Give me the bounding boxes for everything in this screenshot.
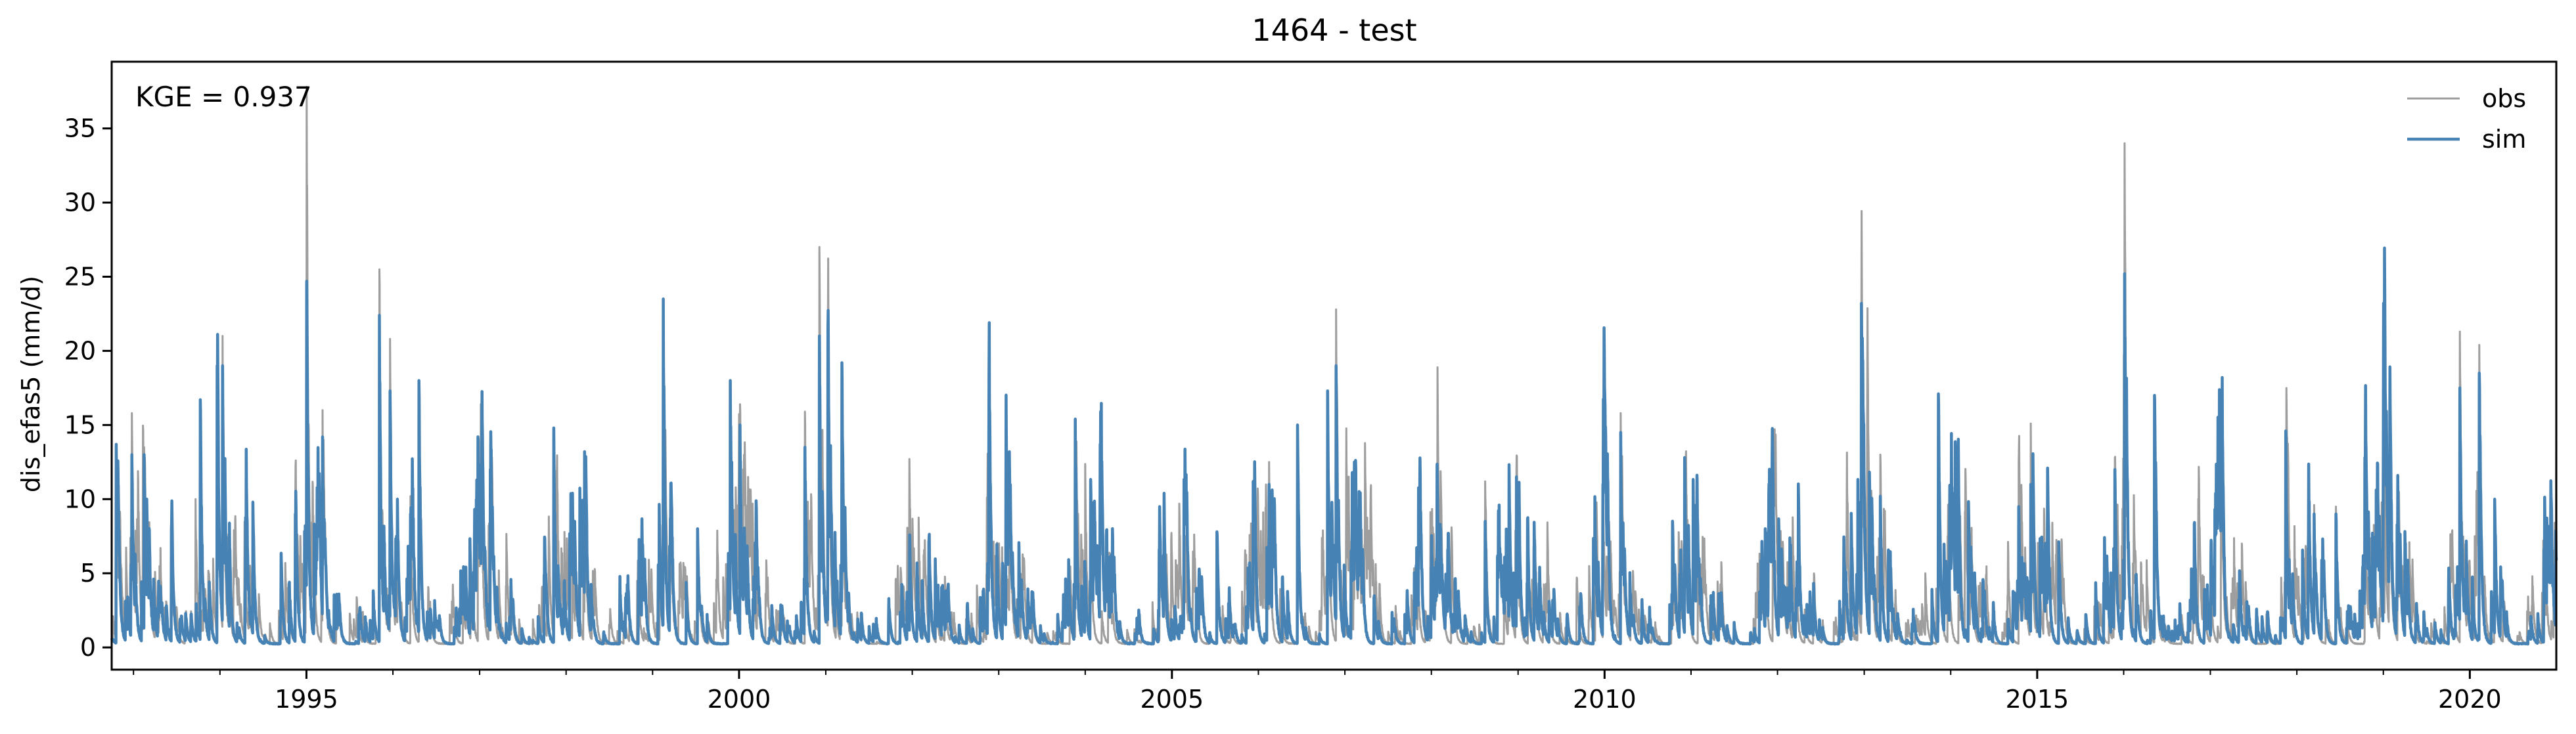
y-axis-label: dis_efas5 (mm/d)	[16, 276, 45, 492]
x-tick-label: 2005	[1140, 685, 1204, 714]
series-obs-line	[110, 85, 2558, 645]
legend: obs sim	[2407, 84, 2526, 154]
x-tick-label: 2020	[2438, 685, 2502, 714]
x-axis: 1995 2000 2005 2010 2015 2020	[133, 670, 2502, 714]
x-tick-label: 1995	[275, 685, 338, 714]
y-tick-label: 5	[80, 559, 96, 588]
y-tick-label: 30	[64, 188, 96, 217]
legend-obs-label: obs	[2482, 84, 2526, 113]
y-tick-label: 25	[64, 262, 96, 291]
chart-title: 1464 - test	[1252, 12, 1416, 48]
x-tick-label: 2000	[708, 685, 771, 714]
plot-frame	[110, 60, 2558, 671]
kge-annotation: KGE = 0.937	[135, 81, 312, 113]
x-tick-label: 2010	[1573, 685, 1637, 714]
y-tick-label: 35	[64, 114, 96, 143]
series-layer	[110, 85, 2558, 646]
x-tick-label: 2015	[2005, 685, 2069, 714]
y-tick-label: 20	[64, 336, 96, 365]
y-tick-label: 0	[80, 633, 96, 662]
y-tick-label: 10	[64, 485, 96, 513]
legend-sim-label: sim	[2482, 125, 2526, 154]
y-tick-label: 15	[64, 410, 96, 439]
y-axis: 0 5 10 15 20 25 30 35	[64, 114, 112, 662]
series-sim-line	[110, 246, 2558, 646]
